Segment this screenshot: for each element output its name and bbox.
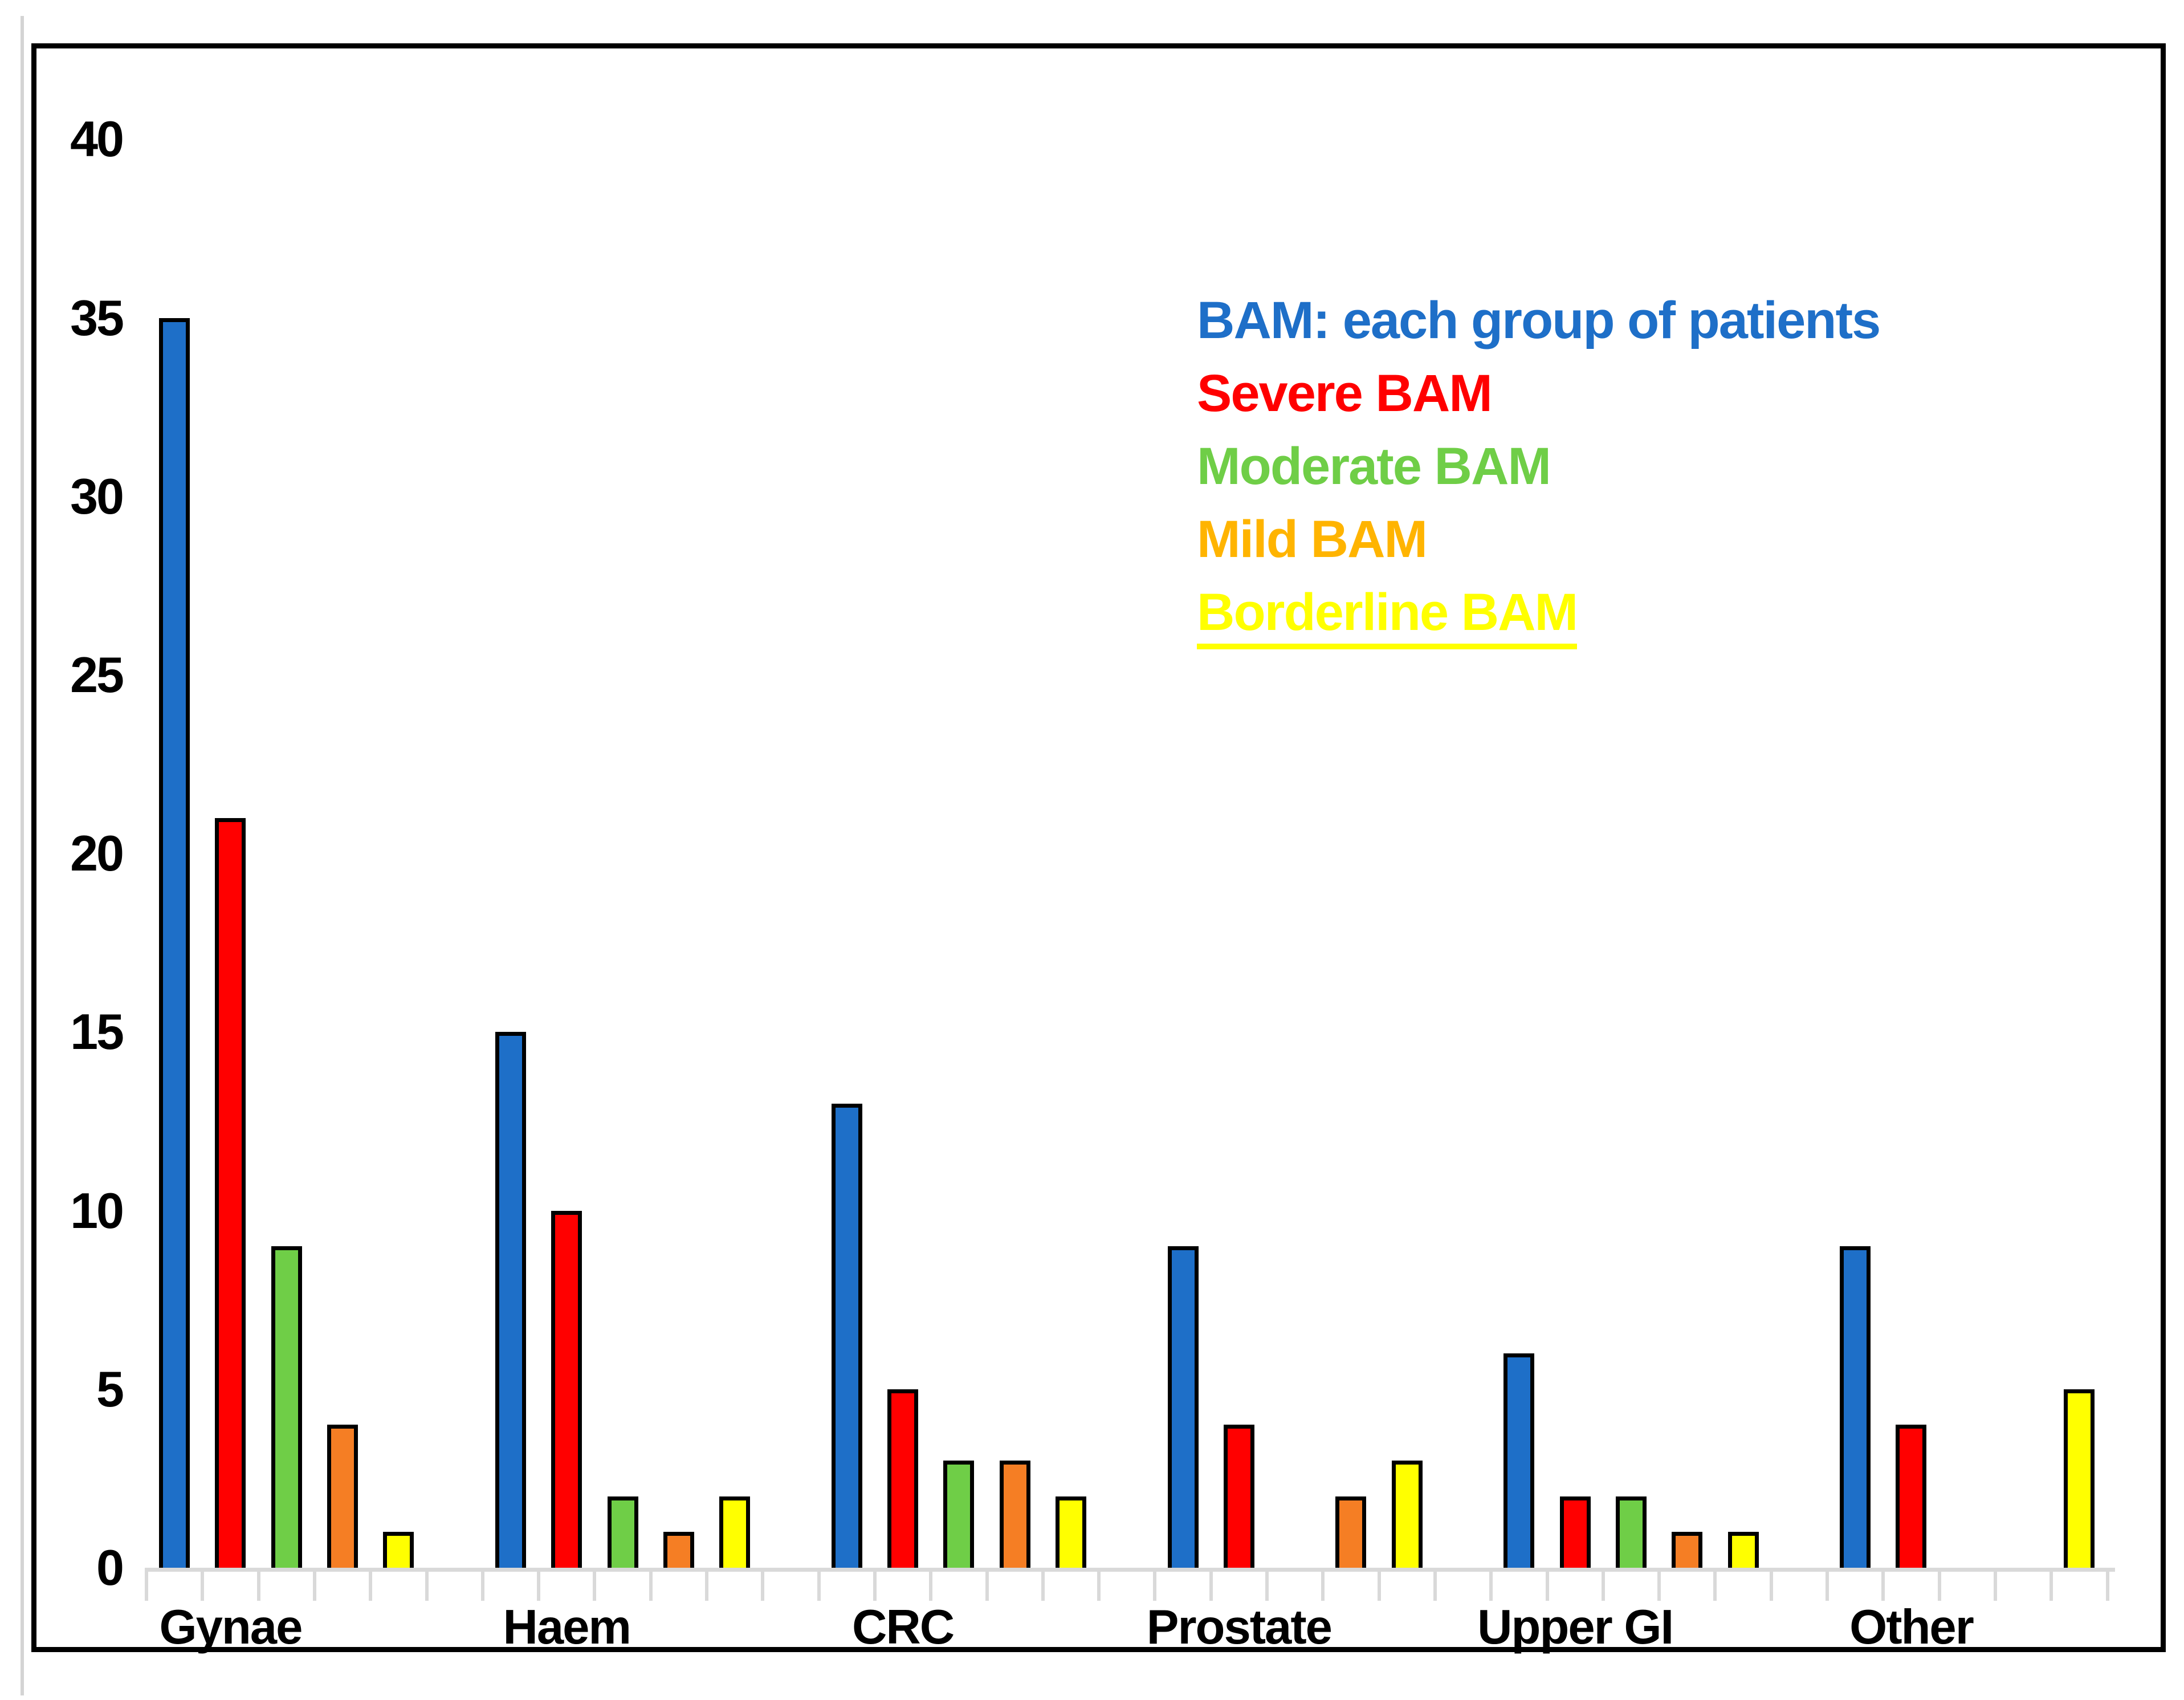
x-axis-line (146, 1568, 2115, 1572)
x-axis-tick (145, 1568, 148, 1601)
bar-haem-severe-bam (551, 1210, 582, 1568)
bar-crc-moderate-bam (943, 1461, 975, 1568)
bar-prostate-bam (1167, 1246, 1199, 1568)
bar-haem-borderline-bam (719, 1496, 751, 1568)
legend-entry: Severe BAM (1197, 357, 1493, 430)
y-tick-label: 30 (70, 467, 124, 524)
x-axis-tick (873, 1568, 877, 1601)
x-category-label: Gynae (159, 1600, 303, 1654)
y-tick-label: 35 (70, 289, 124, 346)
bar-haem-moderate-bam (607, 1496, 638, 1568)
x-axis-tick (1601, 1568, 1605, 1601)
bar-crc-bam (831, 1103, 862, 1568)
legend-entry-text: BAM: each group of patients (1197, 291, 1881, 349)
bar-prostate-severe-bam (1223, 1425, 1254, 1568)
legend-entry-text: Mild BAM (1197, 510, 1428, 568)
x-axis-tick (1545, 1568, 1549, 1601)
legend-entry: BAM: each group of patients (1197, 284, 1881, 357)
legend-entry-text: Moderate BAM (1197, 437, 1551, 495)
x-axis-tick (201, 1568, 205, 1601)
bar-crc-borderline-bam (1055, 1496, 1086, 1568)
x-axis-tick (1489, 1568, 1493, 1601)
x-axis-tick (2105, 1568, 2109, 1601)
x-axis-tick (256, 1568, 260, 1601)
bar-prostate-mild-bam (1335, 1496, 1367, 1568)
x-category-label: Prostate (1146, 1600, 1333, 1654)
x-category-label: Other (1849, 1600, 1974, 1654)
x-axis-tick (1265, 1568, 1269, 1601)
y-tick-label: 40 (70, 111, 124, 168)
x-axis-tick (1153, 1568, 1157, 1601)
y-tick-label: 10 (70, 1182, 124, 1239)
x-axis-tick (1321, 1568, 1325, 1601)
scan-edge-line (21, 16, 24, 1695)
bar-upper-gi-moderate-bam (1615, 1496, 1647, 1568)
x-axis-tick (1826, 1568, 1829, 1601)
x-axis-tick (817, 1568, 821, 1601)
x-axis-tick (705, 1568, 708, 1601)
x-axis-tick (929, 1568, 933, 1601)
y-tick-label: 25 (70, 646, 124, 703)
x-category-label: Haem (503, 1600, 631, 1654)
x-axis-tick (761, 1568, 765, 1601)
x-axis-tick (649, 1568, 653, 1601)
bar-gynae-severe-bam (215, 818, 246, 1568)
legend-entry-text: Severe BAM (1197, 364, 1493, 422)
legend-entry: Borderline BAM (1197, 576, 1578, 649)
x-axis-tick (1657, 1568, 1661, 1601)
bar-upper-gi-mild-bam (1672, 1532, 1703, 1568)
bar-gynae-moderate-bam (271, 1246, 302, 1568)
x-axis-tick (1377, 1568, 1381, 1601)
x-axis-tick (1769, 1568, 1773, 1601)
x-axis-tick (1713, 1568, 1717, 1601)
x-axis-tick (1993, 1568, 1997, 1601)
y-tick-label: 5 (96, 1360, 124, 1417)
bar-crc-mild-bam (999, 1461, 1030, 1568)
legend-entry-text: Borderline BAM (1197, 583, 1578, 649)
bar-prostate-borderline-bam (1391, 1461, 1423, 1568)
bar-other-bam (1840, 1246, 1871, 1568)
legend-entry: Moderate BAM (1197, 430, 1551, 503)
x-axis-tick (537, 1568, 541, 1601)
bar-crc-severe-bam (887, 1389, 919, 1568)
bar-other-borderline-bam (2064, 1389, 2095, 1568)
bar-haem-bam (495, 1032, 526, 1568)
x-axis-tick (425, 1568, 429, 1601)
bar-upper-gi-borderline-bam (1727, 1532, 1759, 1568)
x-axis-tick (1209, 1568, 1213, 1601)
chart-frame (31, 43, 2166, 1652)
x-axis-tick (1937, 1568, 1941, 1601)
x-axis-tick (593, 1568, 597, 1601)
bar-gynae-borderline-bam (383, 1532, 414, 1568)
x-category-label: CRC (851, 1600, 955, 1654)
y-tick-label: 20 (70, 825, 124, 882)
bar-other-severe-bam (1896, 1425, 1927, 1568)
x-axis-tick (1097, 1568, 1101, 1601)
bar-haem-mild-bam (663, 1532, 694, 1568)
x-axis-tick (1433, 1568, 1437, 1601)
bar-upper-gi-severe-bam (1559, 1496, 1591, 1568)
legend-entry: Mild BAM (1197, 503, 1428, 576)
x-category-label: Upper GI (1477, 1600, 1674, 1654)
x-axis-tick (985, 1568, 989, 1601)
x-axis-tick (2049, 1568, 2053, 1601)
x-axis-tick (1041, 1568, 1045, 1601)
y-tick-label: 0 (96, 1539, 124, 1596)
x-axis-tick (480, 1568, 484, 1601)
bar-gynae-bam (159, 318, 190, 1568)
x-axis-tick (1881, 1568, 1885, 1601)
x-axis-tick (369, 1568, 373, 1601)
x-axis-tick (312, 1568, 316, 1601)
bar-upper-gi-bam (1503, 1353, 1535, 1568)
bar-gynae-mild-bam (327, 1425, 358, 1568)
y-tick-label: 15 (70, 1003, 124, 1060)
